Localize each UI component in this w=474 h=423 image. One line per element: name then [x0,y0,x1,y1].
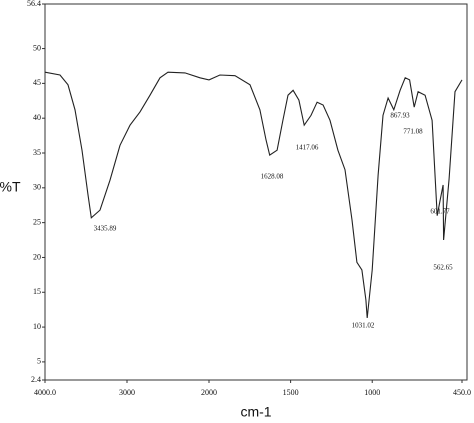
peak-label: 1628.08 [261,173,284,181]
x-tick-label: 3000 [119,388,135,397]
y-tick-label: 40 [33,113,41,122]
y-tick-label: 30 [33,183,41,192]
peak-label: 601.77 [430,208,450,216]
peak-label: 3435.89 [94,225,117,233]
plot-frame [44,3,468,381]
y-tick-label: 10 [33,322,41,331]
y-tick-label: 25 [33,217,41,226]
x-tick-label: 1500 [283,388,299,397]
x-axis-title: cm-1 [240,404,271,420]
peak-label: 1417.06 [296,144,319,152]
x-tick-label: 450.0 [453,388,471,397]
x-tick-label: 1000 [364,388,380,397]
x-tick-label: 2000 [201,388,217,397]
y-tick-label: 15 [33,287,41,296]
peak-label: 867.93 [390,112,410,120]
y-axis-title: %T [0,179,21,195]
x-tick-label: 4000.0 [34,388,56,397]
peak-label: 562.65 [433,264,453,272]
y-tick-label: 50 [33,43,41,52]
y-tick-label: 56.4 [27,0,41,8]
y-tick-label: 35 [33,148,41,157]
peak-label: 771.08 [403,128,423,136]
y-tick-label: 20 [33,252,41,261]
y-tick-label: 2.4 [31,375,41,384]
peak-label: 1031.02 [352,322,375,330]
y-tick-label: 5 [37,357,41,366]
y-tick-label: 45 [33,78,41,87]
spectrum-line [44,71,463,319]
